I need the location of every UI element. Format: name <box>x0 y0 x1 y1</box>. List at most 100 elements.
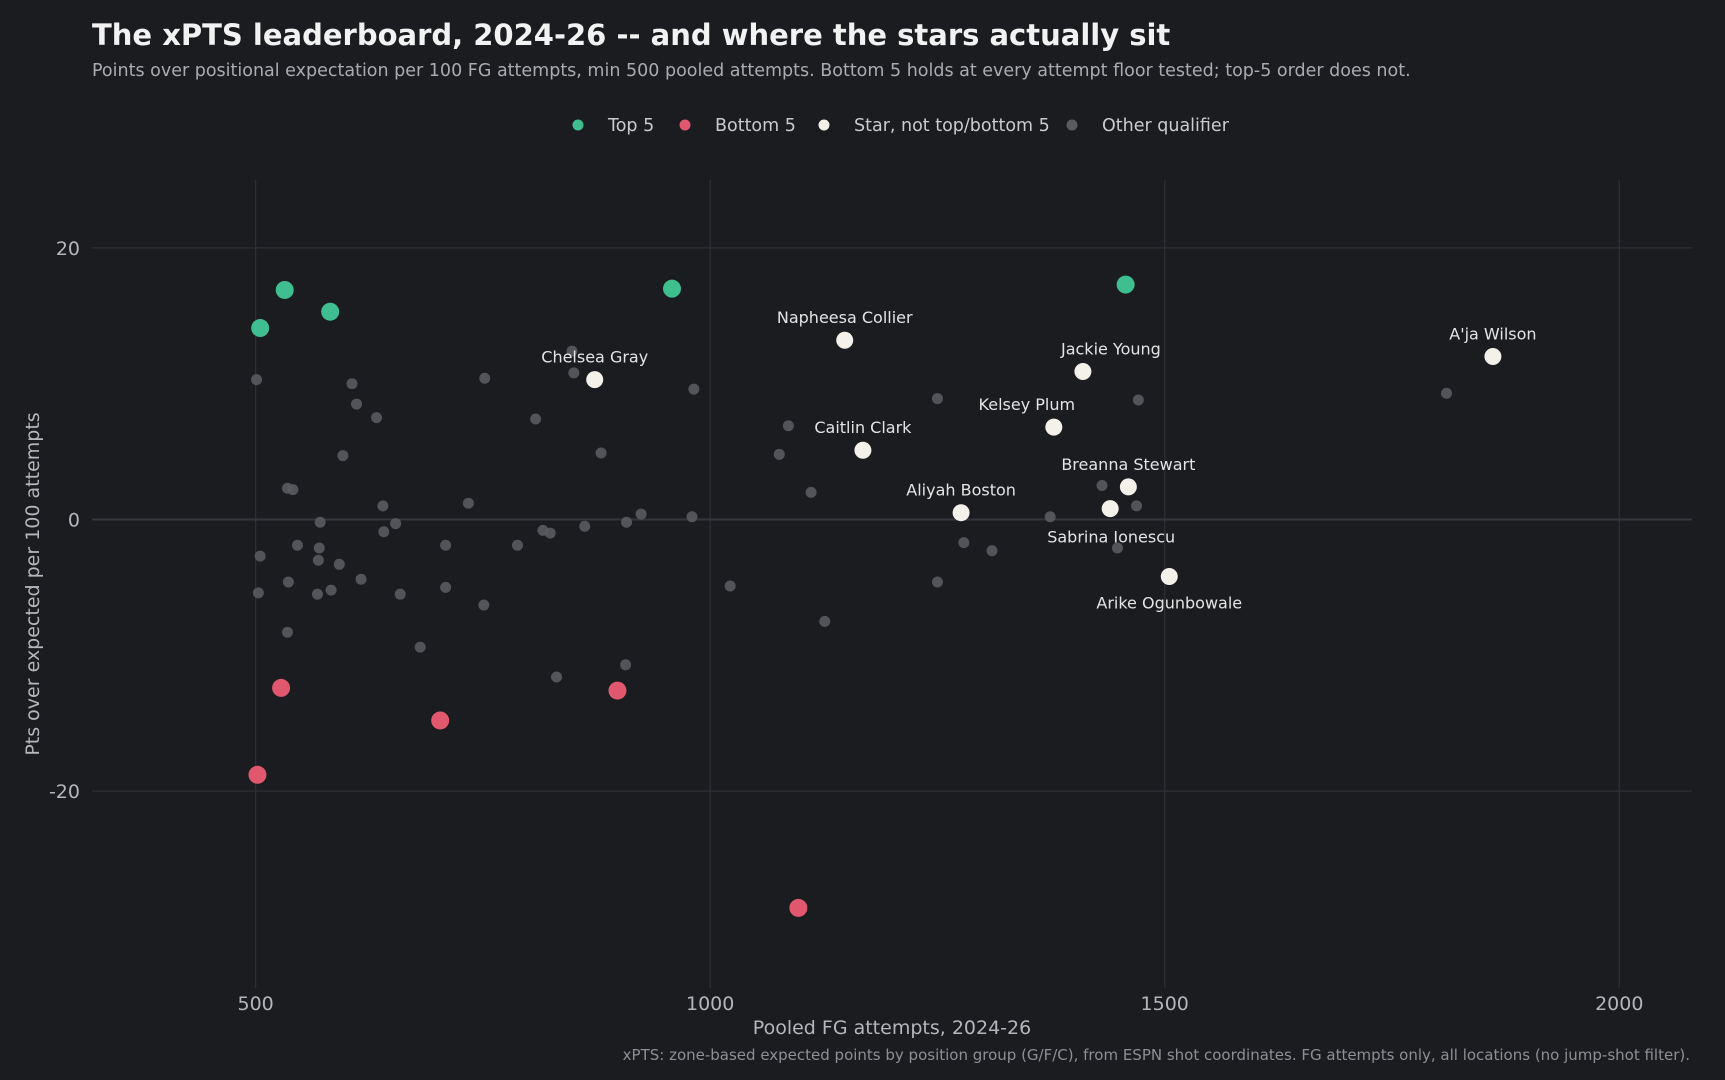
point-other <box>282 576 294 588</box>
point-other <box>414 641 426 653</box>
point-bottom5 <box>272 678 291 697</box>
point-other <box>311 588 323 600</box>
point-other <box>1131 500 1143 512</box>
point-star <box>1119 478 1137 496</box>
point-other <box>1096 480 1108 492</box>
point-other <box>1441 387 1453 399</box>
point-other <box>390 518 402 530</box>
point-other <box>333 558 345 570</box>
point-label: Sabrina Ionescu <box>1047 528 1175 547</box>
point-other <box>566 345 578 357</box>
point-star <box>1101 500 1119 518</box>
point-other <box>314 516 326 528</box>
point-other <box>1132 394 1144 406</box>
point-other <box>773 448 785 460</box>
point-other <box>251 374 263 386</box>
point-other <box>724 580 736 592</box>
chart-subtitle: Points over positional expectation per 1… <box>92 61 1411 81</box>
point-other <box>377 500 389 512</box>
point-other <box>394 588 406 600</box>
point-other <box>313 542 325 554</box>
point-other <box>568 367 580 379</box>
point-label: Kelsey Plum <box>979 395 1076 414</box>
point-other <box>337 450 349 462</box>
point-other <box>958 537 970 549</box>
x-tick-label: 1000 <box>686 993 734 1015</box>
point-other <box>440 539 452 551</box>
point-other <box>440 581 452 593</box>
x-tick-label: 1500 <box>1141 993 1189 1015</box>
legend-swatch <box>1066 119 1078 131</box>
point-other <box>312 554 324 566</box>
point-label: Breanna Stewart <box>1061 455 1195 474</box>
point-other <box>325 584 337 596</box>
point-other <box>351 398 363 410</box>
point-label: Napheesa Collier <box>777 308 913 327</box>
y-tick-label: 20 <box>56 238 80 260</box>
point-top5 <box>321 302 340 321</box>
point-other <box>931 576 943 588</box>
point-other <box>346 378 358 390</box>
point-other <box>544 527 556 539</box>
point-other <box>462 497 474 509</box>
point-star <box>1484 348 1502 366</box>
x-axis-label: Pooled FG attempts, 2024-26 <box>753 1017 1031 1039</box>
point-star <box>854 441 872 459</box>
point-label: Jackie Young <box>1060 339 1161 358</box>
point-label: Caitlin Clark <box>814 418 912 437</box>
point-other <box>530 413 542 425</box>
point-other <box>819 615 831 627</box>
legend-label: Star, not top/bottom 5 <box>854 116 1050 136</box>
point-other <box>378 526 390 538</box>
point-top5 <box>663 279 681 298</box>
legend-swatch <box>679 119 691 131</box>
point-other <box>511 539 523 551</box>
point-other <box>635 508 647 520</box>
point-label: Aliyah Boston <box>906 481 1016 500</box>
point-other <box>254 550 266 562</box>
point-top5 <box>275 280 294 299</box>
point-other <box>281 626 293 638</box>
point-other <box>355 573 367 585</box>
point-other <box>620 659 632 671</box>
x-tick-label: 500 <box>238 993 274 1015</box>
point-other <box>1111 542 1123 554</box>
chart-title: The xPTS leaderboard, 2024-26 -- and whe… <box>92 18 1171 52</box>
y-tick-label: -20 <box>49 781 80 803</box>
point-bottom5 <box>248 765 267 784</box>
point-other <box>287 484 299 496</box>
legend-swatch <box>818 119 830 131</box>
point-other <box>805 486 817 498</box>
point-other <box>478 599 490 611</box>
point-other <box>688 383 700 395</box>
point-star <box>1045 418 1063 436</box>
legend-swatch <box>572 119 584 131</box>
point-other <box>986 545 998 557</box>
point-label: A'ja Wilson <box>1449 325 1536 344</box>
point-star <box>1074 362 1092 380</box>
point-other <box>931 393 943 405</box>
point-other <box>1044 511 1056 523</box>
point-other <box>782 420 794 432</box>
point-star <box>1160 568 1178 586</box>
point-top5 <box>251 319 270 338</box>
legend-label: Other qualifier <box>1102 116 1230 136</box>
point-label: Arike Ogunbowale <box>1096 594 1242 613</box>
point-other <box>479 372 491 384</box>
point-bottom5 <box>431 711 450 730</box>
y-axis-label: Pts over expected per 100 attempts <box>22 412 44 755</box>
point-bottom5 <box>608 681 627 700</box>
legend-label: Bottom 5 <box>715 116 796 136</box>
point-other <box>291 539 303 551</box>
point-other <box>252 587 264 599</box>
legend-label: Top 5 <box>607 116 654 136</box>
point-bottom5 <box>789 898 808 917</box>
point-star <box>586 371 604 389</box>
point-other <box>551 671 563 683</box>
point-star <box>836 331 854 349</box>
chart-caption: xPTS: zone-based expected points by posi… <box>623 1046 1690 1064</box>
point-other <box>686 511 698 523</box>
point-other <box>621 516 633 528</box>
